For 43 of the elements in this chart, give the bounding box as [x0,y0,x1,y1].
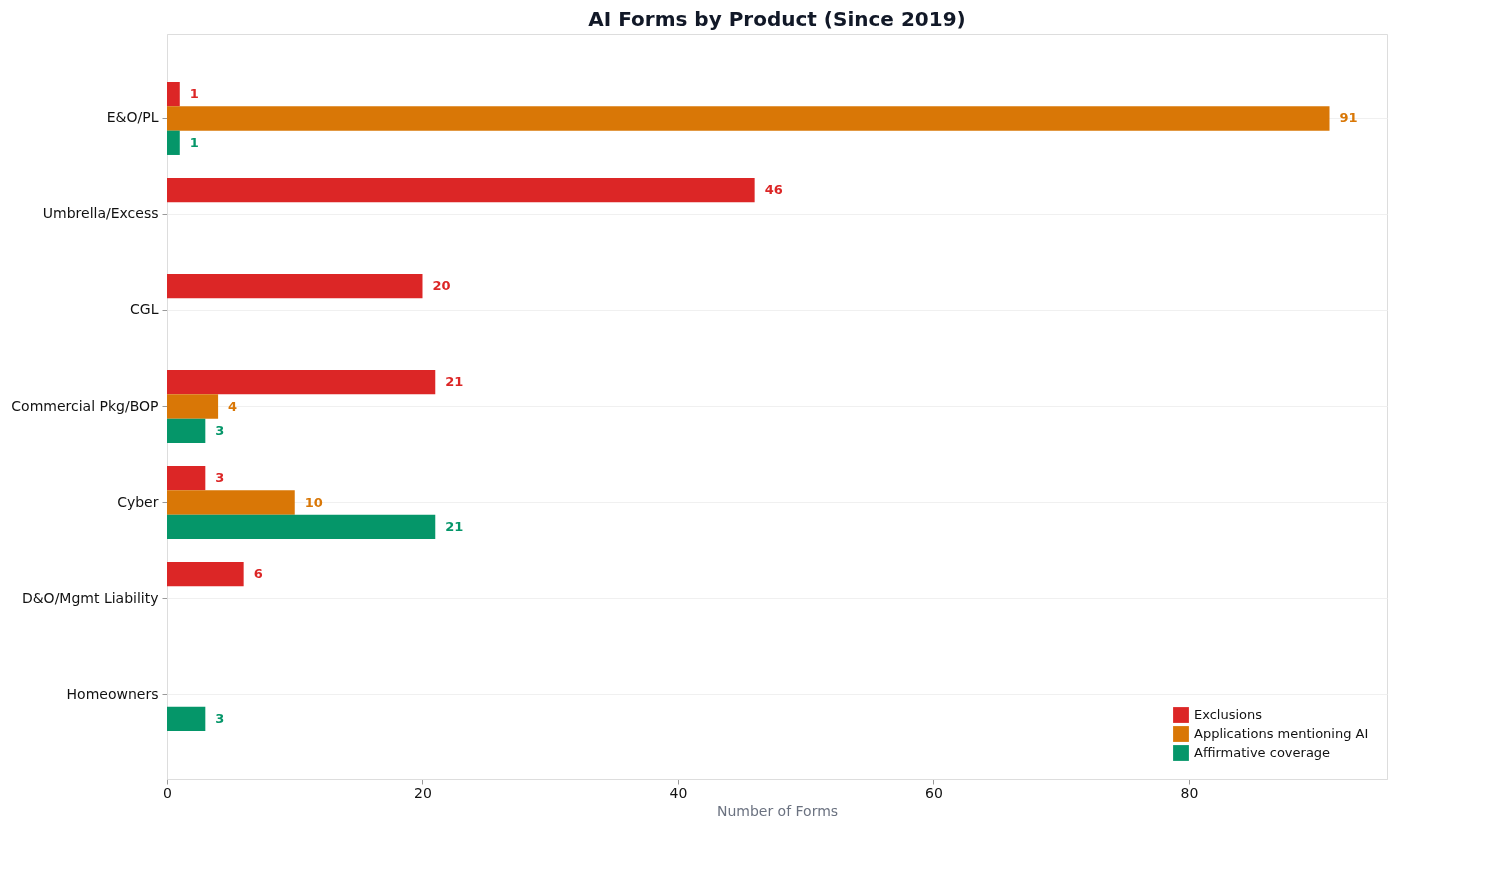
legend-label: Exclusions [1194,707,1263,722]
x-tick-label: 80 [1180,784,1199,801]
y-tick-label: E&O/PL [106,109,159,126]
data-label: 3 [215,422,225,438]
x-tick-label: 0 [163,784,172,801]
data-label: 3 [215,470,225,486]
y-tick-label: Commercial Pkg/BOP [11,397,159,414]
bar [167,130,180,155]
y-tick-label: CGL [130,301,159,318]
bar [167,418,206,443]
bar [167,514,436,539]
bar [167,370,436,395]
data-label: 6 [253,566,263,582]
chart-title: AI Forms by Product (Since 2019) [588,7,966,31]
bar [167,274,423,299]
bar [167,394,219,419]
bar [167,178,755,203]
bar [167,466,206,491]
bar [167,490,295,515]
data-label: 1 [189,134,199,150]
y-tick-label: Cyber [117,493,159,510]
data-label: 4 [228,398,238,414]
bar [167,82,180,107]
data-label: 91 [1339,110,1358,126]
legend-label: Applications mentioning AI [1194,726,1369,741]
x-tick-label: 20 [414,784,432,801]
y-tick-label: Umbrella/Excess [42,205,159,222]
data-label: 46 [764,182,783,198]
data-label: 3 [215,710,225,726]
bar [167,106,1330,131]
x-tick-label: 60 [925,784,943,801]
data-label: 10 [304,494,323,510]
y-tick-label: Homeowners [66,685,159,702]
data-label: 20 [432,278,451,294]
data-label: 1 [189,86,199,102]
bar [167,562,244,587]
bar [167,706,206,731]
y-tick-label: D&O/Mgmt Liability [21,589,159,606]
data-label: 21 [445,518,464,534]
x-axis-title: Number of Forms [716,802,839,819]
x-tick-label: 40 [669,784,688,801]
legend-label: Affirmative coverage [1194,745,1331,760]
data-label: 21 [445,374,464,390]
